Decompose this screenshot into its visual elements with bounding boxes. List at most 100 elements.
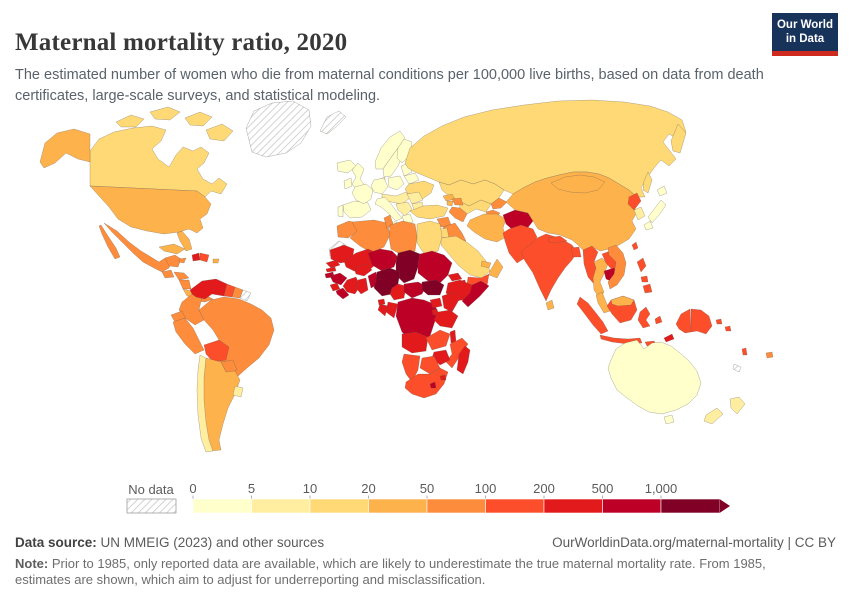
country-nepal[interactable] (547, 235, 568, 244)
country-saudi-arabia[interactable] (440, 235, 491, 279)
country-iceland[interactable] (336, 159, 357, 174)
country-gabon[interactable] (377, 303, 389, 317)
country-honduras[interactable] (173, 271, 190, 281)
country-sulawesi[interactable] (637, 306, 651, 329)
country-ireland[interactable] (343, 177, 353, 190)
country-south-africa[interactable] (404, 367, 449, 399)
country-gambia[interactable] (325, 266, 337, 273)
country-philippines-luzon[interactable] (636, 257, 647, 273)
country-lesotho[interactable] (429, 381, 437, 389)
country-uae[interactable] (480, 260, 492, 269)
country-svalbard[interactable] (319, 110, 347, 135)
country-chile[interactable] (196, 354, 214, 453)
country-poland[interactable] (387, 175, 405, 191)
country-malaysia-borneo[interactable] (610, 295, 635, 307)
country-uganda[interactable] (429, 297, 443, 309)
country-iran[interactable] (466, 213, 507, 243)
country-dominican-republic[interactable] (199, 252, 210, 263)
country-north-korea[interactable] (627, 192, 642, 211)
country-timor-leste[interactable] (663, 333, 675, 343)
legend-bin-5[interactable] (485, 498, 545, 514)
country-tasmania[interactable] (663, 414, 675, 425)
country-mongolia[interactable] (550, 174, 606, 194)
country-portugal[interactable] (337, 204, 344, 218)
country-french-guiana[interactable] (239, 289, 252, 302)
country-senegal[interactable] (325, 259, 341, 269)
country-chad[interactable] (395, 249, 421, 284)
country-australia[interactable] (607, 339, 702, 415)
country-cote-divoire[interactable] (342, 276, 361, 295)
country-philippines-mindanao[interactable] (642, 283, 653, 294)
country-yucatan[interactable] (164, 254, 182, 268)
country-jamaica[interactable] (178, 257, 187, 264)
legend-bin-1[interactable] (251, 498, 311, 514)
country-peru[interactable] (172, 317, 205, 355)
country-madagascar[interactable] (456, 345, 471, 375)
country-guatemala[interactable] (161, 269, 175, 279)
country-eswatini[interactable] (439, 374, 447, 381)
country-kamchatka[interactable] (670, 123, 687, 154)
country-puerto-rico[interactable] (212, 258, 220, 264)
country-alaska[interactable] (39, 128, 91, 169)
legend-bin-8[interactable] (660, 498, 720, 514)
country-canada-island-3[interactable] (184, 111, 213, 127)
owid-logo[interactable]: Our World in Data (772, 13, 838, 56)
country-italy[interactable] (374, 196, 403, 222)
country-venezuela[interactable] (189, 278, 228, 300)
country-china[interactable] (505, 171, 638, 252)
legend-bin-0[interactable] (192, 498, 252, 514)
country-malaysia[interactable] (595, 291, 611, 314)
country-burkina-faso[interactable] (353, 263, 373, 277)
country-libya[interactable] (388, 220, 418, 256)
country-sumatra[interactable] (576, 296, 609, 335)
country-canada-island-1[interactable] (115, 114, 145, 128)
country-drc[interactable] (395, 297, 439, 345)
country-tanzania[interactable] (433, 309, 459, 329)
country-sierra-leone[interactable] (329, 282, 341, 292)
country-romania[interactable] (406, 191, 424, 205)
country-bolivia[interactable] (203, 339, 230, 363)
country-niger[interactable] (367, 248, 399, 272)
country-germany[interactable] (370, 177, 389, 195)
country-mozambique[interactable] (445, 337, 469, 369)
country-nicaragua[interactable] (178, 279, 192, 290)
country-congo[interactable] (385, 301, 399, 319)
country-taiwan[interactable] (631, 241, 639, 251)
country-south-korea[interactable] (633, 206, 646, 221)
country-new-caledonia[interactable] (732, 363, 742, 373)
country-japan-honshu[interactable] (647, 199, 667, 224)
legend-bin-7[interactable] (602, 498, 662, 514)
no-data-swatch[interactable] (126, 498, 177, 514)
country-sakhalin[interactable] (642, 171, 653, 194)
country-fiji[interactable] (765, 351, 774, 359)
country-canada-island-2[interactable] (149, 106, 181, 121)
country-kyrgyzstan[interactable] (490, 197, 508, 210)
country-belarus[interactable] (403, 172, 420, 185)
country-kenya[interactable] (441, 291, 461, 313)
country-canada[interactable] (89, 125, 228, 198)
country-spain[interactable] (342, 200, 372, 219)
country-oman[interactable] (488, 258, 504, 279)
country-france[interactable] (351, 183, 374, 205)
country-uruguay[interactable] (232, 385, 244, 398)
country-greenland[interactable] (245, 100, 312, 158)
country-cuba[interactable] (158, 243, 186, 255)
country-algeria[interactable] (349, 219, 391, 254)
country-india[interactable] (520, 233, 578, 302)
country-solomon-islands-1[interactable] (715, 318, 723, 325)
legend-bin-4[interactable] (426, 498, 486, 514)
country-canada-island-4[interactable] (205, 123, 234, 142)
country-west-papua[interactable] (675, 308, 692, 334)
country-azerbaijan[interactable] (451, 197, 464, 206)
country-united-states[interactable] (89, 185, 212, 235)
country-liberia[interactable] (335, 287, 350, 300)
legend-bin-3[interactable] (368, 498, 428, 514)
country-balkans[interactable] (395, 201, 413, 217)
country-zambia[interactable] (425, 329, 451, 351)
country-philippines-visayas[interactable] (640, 275, 649, 283)
country-armenia[interactable] (446, 200, 454, 207)
country-moluccas[interactable] (654, 315, 663, 325)
country-florida[interactable] (176, 230, 193, 252)
attribution-link[interactable]: OurWorldinData.org/maternal-mortality | … (552, 535, 836, 550)
country-bangladesh[interactable] (570, 246, 582, 258)
